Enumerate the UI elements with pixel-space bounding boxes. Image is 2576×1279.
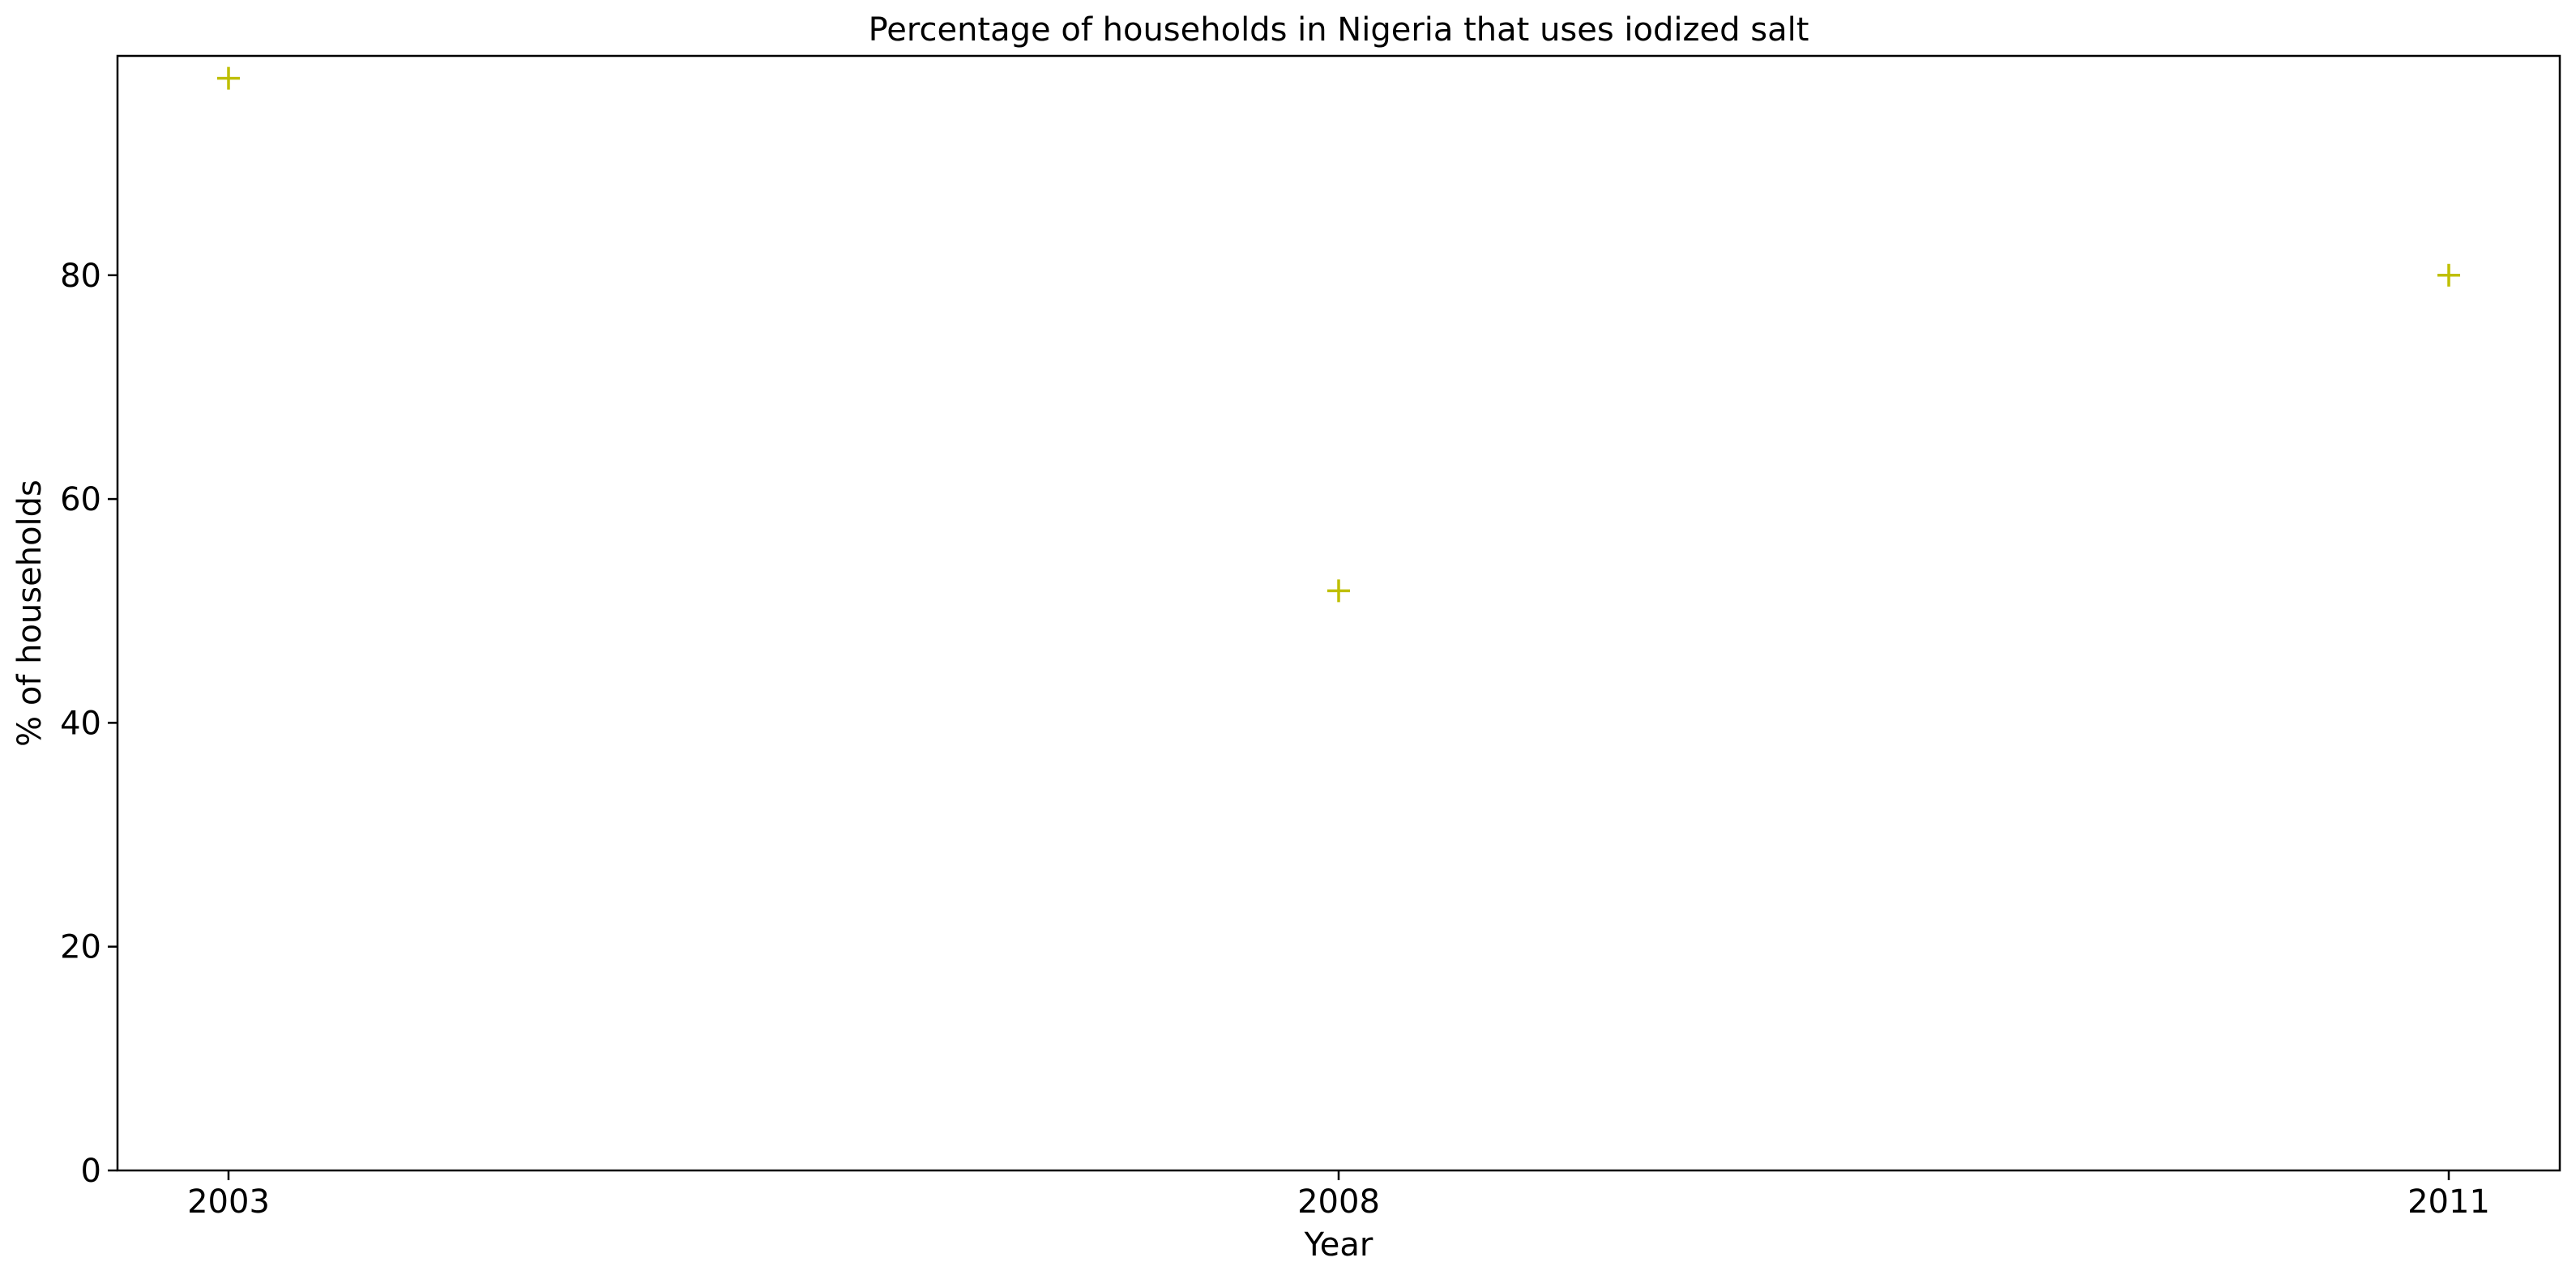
data-points [217,66,2460,603]
data-point [1327,579,1350,603]
y-tick-label: 0 [81,1153,101,1190]
x-axis-label: Year [1304,1226,1373,1264]
x-tick-label: 2008 [1297,1183,1380,1221]
x-axis: 2003 2008 2011 [187,1170,2490,1221]
y-axis: 0 20 40 60 80 [60,258,117,1190]
y-axis-label: % of households [11,480,49,747]
x-tick-label: 2003 [187,1183,270,1221]
plot-area [116,54,2561,1172]
y-tick-label: 20 [60,929,101,966]
x-tick-label: 2011 [2407,1183,2490,1221]
y-tick-label: 80 [60,258,101,295]
data-point [217,66,240,90]
data-point [2437,263,2460,287]
chart-title: Percentage of households in Nigeria that… [869,11,1809,49]
y-tick-label: 60 [60,481,101,518]
y-tick-label: 40 [60,705,101,742]
